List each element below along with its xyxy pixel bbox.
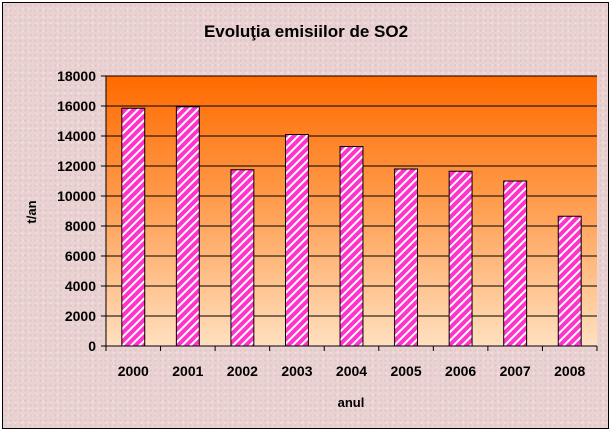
- y-tick-label: 16000: [57, 98, 96, 114]
- x-tick-label: 2002: [227, 363, 258, 379]
- y-tick-label: 4000: [65, 278, 96, 294]
- y-tick-label: 12000: [57, 158, 96, 174]
- chart-title: Evoluţia emisiilor de SO2: [204, 22, 408, 41]
- axes: [101, 75, 598, 351]
- bar-2003: [284, 134, 309, 347]
- x-tick-label: 2007: [500, 363, 531, 379]
- y-tick-label: 14000: [57, 128, 96, 144]
- bar-2001: [175, 106, 200, 347]
- y-tick-label: 6000: [65, 248, 96, 264]
- x-tick-label: 2001: [172, 363, 203, 379]
- y-tick-label: 10000: [57, 188, 96, 204]
- bar-2002: [230, 169, 255, 347]
- y-tick-label: 18000: [57, 68, 96, 84]
- y-tick-label: 2000: [65, 308, 96, 324]
- y-tick-labels: 0 2000 4000 6000 8000 10000 12000 14000 16000 180…: [57, 68, 96, 354]
- bar-2004: [339, 146, 364, 347]
- bar-2006: [448, 170, 473, 347]
- x-tick-label: 2003: [281, 363, 312, 379]
- x-axis-title: anul: [338, 395, 365, 410]
- y-tick-label: 0: [88, 338, 96, 354]
- x-tick-label: 2000: [118, 363, 149, 379]
- bar-2008: [557, 215, 582, 347]
- bar-2000: [121, 107, 146, 347]
- bars: [121, 106, 582, 347]
- y-axis-title: t/an: [24, 200, 39, 223]
- y-tick-label: 8000: [65, 218, 96, 234]
- x-tick-label: 2004: [336, 363, 367, 379]
- x-tick-label: 2006: [445, 363, 476, 379]
- x-tick-labels: 2000 2001 2002 2003 2004 2005 2006 2007 2008: [118, 363, 586, 379]
- bar-2005: [394, 168, 419, 347]
- x-tick-label: 2008: [554, 363, 585, 379]
- x-tick-label: 2005: [390, 363, 421, 379]
- bar-2007: [503, 180, 528, 347]
